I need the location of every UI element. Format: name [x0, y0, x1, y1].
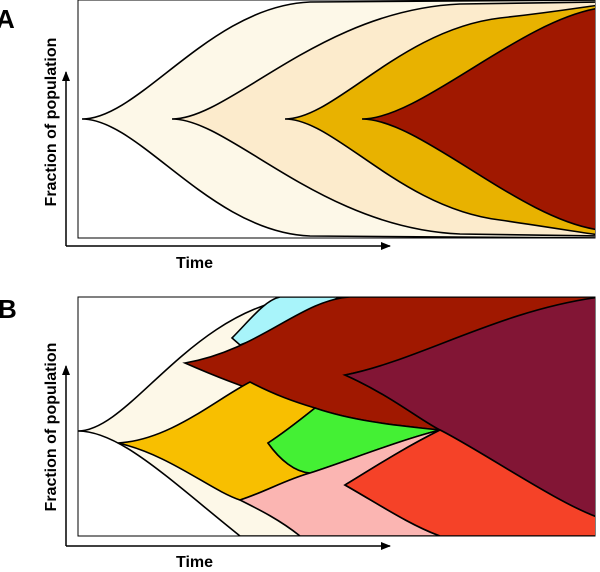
panel-b-clone-red — [343, 429, 595, 536]
panel-a-plot — [62, 0, 596, 250]
panel-a-clone-4 — [361, 8, 595, 230]
panel-b-x-axis-label: Time — [176, 554, 214, 571]
panel-b-plot — [62, 296, 596, 550]
panel-a-letter: A — [0, 4, 15, 34]
panel-a-x-axis-label: Time — [176, 255, 214, 272]
panel-b-letter: B — [0, 294, 17, 324]
